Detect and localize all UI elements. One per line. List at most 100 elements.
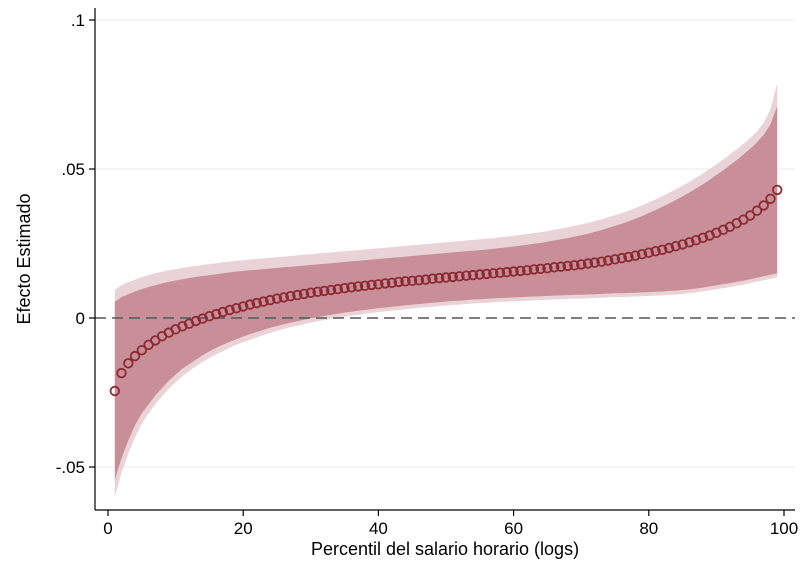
estimate-points [109,184,783,397]
data-point [265,294,276,306]
data-point [569,260,580,271]
data-point [636,248,648,260]
x-tick-label: 100 [770,519,798,538]
data-point [447,271,459,283]
data-point [231,303,242,314]
data-point [657,244,668,256]
data-point [434,272,445,284]
data-point [630,250,641,261]
data-point [332,283,344,295]
data-point [488,268,499,279]
data-point [677,239,688,250]
y-axis-ticks: -.05 0 .05 .1 [56,11,95,477]
x-tick-label: 40 [369,519,388,538]
data-point [751,205,763,216]
data-point [109,385,121,397]
data-point [684,237,695,248]
data-point [515,265,526,277]
data-point [616,252,628,264]
data-point [690,234,702,246]
data-point [359,280,371,292]
x-axis-ticks: 0 20 40 60 80 100 [103,510,798,538]
data-point [758,200,769,211]
data-point [400,276,411,287]
y-tick-label: -.05 [56,458,85,477]
x-tick-label: 0 [103,519,112,538]
data-point [427,273,438,284]
y-tick-label: .05 [61,160,85,179]
data-point [292,289,303,301]
data-point [454,271,465,282]
data-point [393,276,404,288]
data-point [650,245,661,257]
data-point [352,281,364,292]
data-point [319,285,330,297]
data-point [535,263,546,275]
data-point [339,283,350,294]
x-tick-label: 20 [234,519,253,538]
data-point [663,242,675,254]
data-point [609,254,621,265]
data-point [528,264,540,275]
data-point [413,275,425,286]
data-point [123,358,134,369]
data-point [582,258,594,269]
data-point [461,270,472,281]
data-point [467,269,479,281]
data-point [244,299,256,310]
y-tick-label: 0 [76,309,85,328]
data-point [643,247,655,258]
data-point [210,308,222,320]
data-point [501,266,513,278]
data-point [204,311,215,322]
data-point [285,291,296,302]
data-point [258,296,269,307]
data-point [373,279,384,290]
data-point [481,268,492,280]
data-point [474,269,486,280]
data-point [190,315,202,327]
data-point [116,367,127,379]
data-point [508,266,519,277]
data-point [197,313,208,324]
data-point [312,286,323,298]
data-point [745,210,756,221]
data-point [670,240,682,252]
data-point [237,301,249,312]
y-axis-title: Efecto Estimado [14,193,34,324]
inner-confidence-band [114,106,778,481]
data-point [325,284,337,296]
data-point [765,193,776,205]
data-point [772,184,783,196]
y-tick-label: .1 [71,11,85,30]
x-tick-label: 80 [639,519,658,538]
data-point [407,275,418,287]
data-point [623,251,634,263]
data-point [380,278,391,289]
data-point [576,259,587,270]
data-point [224,304,235,316]
data-point [589,257,600,268]
data-point [305,287,317,298]
data-point [542,263,553,274]
data-point [177,321,188,332]
data-point [271,293,283,304]
data-point [549,262,560,273]
data-point [278,292,290,303]
data-point [217,306,229,318]
x-tick-label: 60 [504,519,523,538]
data-point [440,272,452,283]
data-point [562,260,573,272]
x-axis-title: Percentil del salario horario (logs) [311,539,579,559]
data-point [346,282,357,293]
data-point [386,277,398,289]
data-point [596,256,607,267]
grid-lines [95,19,795,468]
data-point [603,255,614,266]
data-point [494,267,506,278]
data-point [129,350,141,362]
data-point [136,345,148,356]
data-point [697,232,709,244]
data-point [521,265,533,276]
